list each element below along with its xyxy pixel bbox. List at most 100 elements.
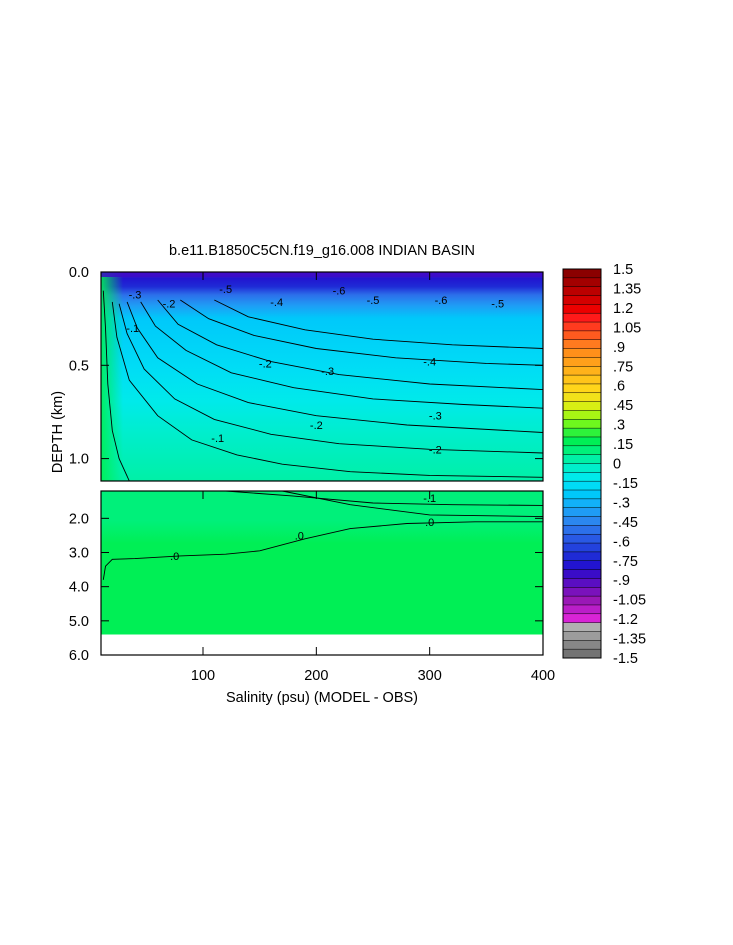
upper-panel: 0.0 0.5 1.0 [69,265,544,482]
colorbar-swatch [563,419,601,429]
colorbar-swatch [563,295,601,305]
colorbar-label: .45 [613,398,633,414]
colorbar-label: -1.35 [613,632,646,648]
contour-line [111,301,544,478]
colorbar-swatch [563,304,601,314]
colorbar-swatch [563,463,601,473]
colorbar-label: -1.05 [613,593,646,609]
colorbar-swatch [563,640,601,650]
colorbar-label: 1.05 [613,320,641,336]
colorbar-swatch [563,277,601,288]
contour-label: -.2 [259,358,272,370]
lower-panel-field [101,491,543,655]
colorbar-swatch [563,490,601,500]
colorbar-label: -1.5 [613,651,638,667]
contour-label: .0 [425,517,434,529]
y-tick-label: 3.0 [69,546,89,562]
colorbar-label: .15 [613,437,633,453]
colorbar-swatch [563,543,601,553]
contour-label: -.1 [423,493,436,505]
colorbar-label: -.75 [613,554,638,570]
contour-label: -.5 [219,284,232,296]
colorbar-swatch [563,525,601,535]
colorbar-swatch [563,631,601,641]
contour-label: -.5 [367,295,380,307]
colorbar: 1.5 1.35 1.2 1.05 .9 .75 .6 .45 .3 .15 0 -.15 -.3 -.4… [562,262,646,667]
x-tick-label: 200 [304,668,328,684]
contour-label: -.2 [429,444,442,456]
colorbar-swatch [563,366,601,376]
x-tick-label: 400 [531,668,555,684]
upper-panel-field [101,272,543,481]
colorbar-label: -1.2 [613,612,638,628]
x-axis-label: Salinity (psu) (MODEL - OBS) [226,690,418,706]
colorbar-swatch [563,578,601,588]
contour-labels: -.1 -.2 -.3 -.4 -.1 -.2 -.3 -.2 -.2 -.3 -.5 -.4 -.6 -… [126,284,504,563]
y-tick-label: 1.0 [69,452,89,468]
contour-label: -.4 [270,297,283,309]
colorbar-swatch [563,348,601,358]
y-tick-label: 0.5 [69,358,89,374]
colorbar-label: 1.5 [613,262,633,278]
colorbar-swatch [563,428,601,438]
contour-line [102,521,543,580]
colorbar-label: -.6 [613,534,630,550]
colorbar-swatch [563,392,601,403]
y-axis-label: DEPTH (km) [50,391,66,473]
colorbar-swatch [563,286,601,296]
colorbar-label: .6 [613,379,625,395]
colorbar-swatch [563,330,601,341]
colorbar-frame [562,268,602,659]
contour-label: -.1 [126,323,139,335]
y-tick-label: 6.0 [69,648,89,664]
colorbar-label: -.15 [613,476,638,492]
colorbar-swatch [563,401,601,411]
x-tick-label: 300 [418,668,442,684]
contour-label: .0 [170,551,179,563]
colorbar-label: 1.35 [613,281,641,297]
colorbar-label: 1.2 [613,301,633,317]
contour-line [102,290,130,482]
colorbar-swatch [563,507,601,517]
y-tick-label: 5.0 [69,614,89,630]
contour-line [140,301,544,409]
colorbar-label: .3 [613,418,625,434]
colorbar-swatch [563,613,601,624]
contour-label: -.3 [321,366,334,378]
colorbar-label: .75 [613,359,633,375]
colorbar-swatch [563,498,601,509]
colorbar-swatch [563,375,601,385]
upper-panel-surface-band [101,272,543,277]
colorbar-swatch [563,313,601,323]
contour-line [118,303,544,454]
contour-line [180,299,544,366]
colorbar-swatch [563,604,601,615]
upper-contours [102,290,544,482]
contour-label: -.2 [310,420,323,432]
colorbar-swatch [563,339,601,349]
contour-line [126,301,544,433]
colorbar-swatch [563,551,601,562]
y-tick-label: 4.0 [69,580,89,596]
colorbar-swatch [563,622,601,632]
contour-label: -.1 [211,433,224,445]
colorbar-swatch [563,560,601,570]
lower-panel-bottom-blank [101,634,543,655]
colorbar-label: -.3 [613,495,630,511]
colorbar-swatch [563,569,601,579]
colorbar-swatch [563,587,601,597]
upper-panel-frame [100,271,544,482]
colorbar-label: -.9 [613,573,630,589]
chart-title: b.e11.B1850C5CN.f19_g16.008 INDIAN BASIN [169,243,475,259]
contour-label: -.6 [333,286,346,298]
contour-label: -.6 [435,295,448,307]
colorbar-swatch [563,534,601,544]
contour-label: -.5 [491,299,504,311]
x-tick-label: 100 [191,668,215,684]
y-tick-label: 0.0 [69,265,89,281]
colorbar-label: 0 [613,457,621,473]
y-tick-label: 2.0 [69,511,89,527]
lower-y-ticks: 2.0 3.0 4.0 5.0 6.0 [69,511,543,664]
contour-label: .0 [295,530,304,542]
upper-panel-left-field [101,272,123,481]
